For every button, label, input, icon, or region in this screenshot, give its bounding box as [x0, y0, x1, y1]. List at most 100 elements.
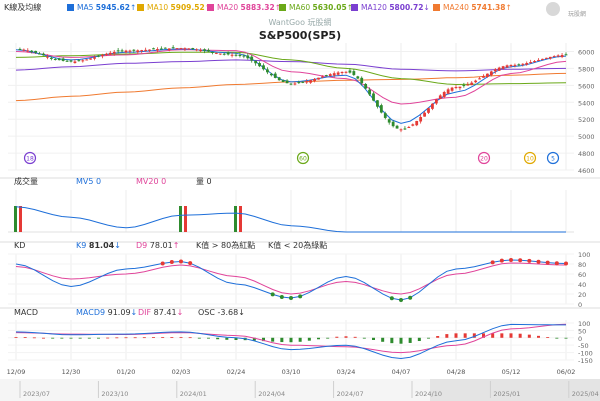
osc-bar	[216, 337, 220, 340]
date-tick-7: 04/07	[392, 368, 411, 376]
macd-header: MACD MACD9 91.09↓ DIF 87.41↓ OSC -3.68↓	[14, 308, 245, 317]
candle-body	[489, 71, 493, 76]
osc-bar	[298, 337, 302, 342]
candle-body	[116, 50, 120, 52]
event-badge-18	[23, 151, 37, 165]
macd-tick-4: -100	[578, 350, 593, 358]
candle-body	[399, 129, 403, 131]
osc-bar	[289, 337, 293, 343]
svg-text:MV5 0: MV5 0	[76, 177, 101, 186]
kd-red-dot	[527, 258, 532, 263]
candle-body	[254, 60, 258, 64]
date-tick-1: 12/30	[62, 368, 81, 376]
osc-bar	[362, 337, 366, 339]
volume-header: 成交量 MV5 0 MV20 0 量 0	[14, 176, 212, 186]
osc-bar	[408, 337, 412, 343]
watermark: WantGoo 玩股網	[268, 17, 331, 27]
event-badge-60	[296, 151, 310, 165]
k-arrow: ↓	[114, 241, 121, 250]
osc-bar	[307, 337, 311, 341]
osc-bar	[537, 335, 540, 338]
candle-body	[482, 76, 485, 78]
wantgoo-logo: 玩股網	[546, 2, 586, 18]
osc-bar	[472, 333, 476, 338]
candle-body	[250, 56, 254, 61]
kd-green-dot	[389, 296, 394, 301]
osc-bar	[51, 337, 55, 339]
event-badge-label-60: 60	[299, 156, 307, 163]
candle-body	[321, 76, 324, 78]
candle-body	[132, 49, 136, 51]
candle-body	[466, 84, 470, 86]
date-tick-2: 01/20	[117, 368, 136, 376]
vol-value: 0	[207, 177, 212, 186]
candle-body	[486, 73, 489, 77]
candle-body	[211, 51, 214, 53]
candle-body	[344, 71, 348, 73]
candle-body	[387, 119, 391, 123]
candle-body	[81, 60, 85, 62]
timeline-label-7: 2025/04	[572, 390, 599, 398]
candle-body	[175, 48, 179, 50]
kd-red-dot	[564, 261, 568, 266]
candle-body	[167, 48, 171, 50]
candle-body	[69, 60, 73, 62]
osc-bar	[390, 337, 394, 344]
ma120-line	[15, 59, 567, 72]
candle-body	[305, 81, 309, 83]
candle-body	[108, 52, 112, 55]
macd-title: MACD	[14, 308, 38, 317]
osc-arrow: ↓	[238, 308, 245, 317]
timeline-label-6: 2025/01	[493, 390, 520, 398]
osc-bar	[326, 337, 330, 339]
candle-body	[140, 50, 144, 52]
candle-body	[42, 53, 45, 56]
osc-bar	[317, 337, 320, 340]
candle-body	[61, 58, 65, 61]
candle-body	[195, 49, 199, 51]
candle-body	[521, 63, 525, 65]
d-arrow: ↑	[173, 241, 180, 250]
macd-tick-0: 100	[578, 320, 590, 328]
candle-body	[313, 78, 316, 82]
candle-body	[104, 53, 108, 56]
timeline-navigator[interactable]: 2023/07 2023/10 2024/01 2024/04 2024/07 2024/…	[0, 379, 600, 401]
date-tick-6: 03/24	[337, 368, 356, 376]
volume-title: 成交量	[14, 176, 38, 186]
osc-bar	[271, 337, 275, 342]
candle-body	[376, 100, 379, 107]
osc-bar	[152, 337, 155, 338]
svg-text:D9 78.01↑: D9 78.01↑	[136, 241, 179, 250]
kd-tick-3: 40	[578, 281, 586, 289]
candle-body	[34, 50, 38, 53]
osc-bar	[417, 337, 421, 342]
mv20-value: 0	[161, 177, 166, 186]
volume-bar	[14, 206, 17, 232]
event-badge-label-18: 18	[26, 156, 34, 163]
osc-bar	[344, 336, 348, 338]
ma-legend-ma60: MA60 5630.05↑	[289, 3, 353, 12]
candle-body	[533, 61, 536, 63]
osc-bar	[142, 337, 146, 339]
candle-body	[226, 52, 230, 55]
macd-tick-2: 0	[578, 335, 582, 343]
ma-legend-ma10: MA10 5909.52↑	[147, 3, 211, 12]
osc-bar	[197, 337, 201, 339]
event-badge-10	[523, 151, 537, 165]
ma-legend-swatch-ma240	[433, 4, 440, 11]
event-badge-20	[477, 151, 491, 165]
osc-bar	[179, 337, 183, 338]
candle-body	[360, 77, 364, 84]
candle-body	[454, 87, 458, 89]
candle-body	[541, 58, 544, 60]
macd-tick-1: 50	[578, 327, 586, 335]
date-tick-9: 05/12	[502, 368, 521, 376]
ma-legend-swatch-ma20	[207, 4, 214, 11]
osc-bar	[518, 333, 522, 338]
candle-body	[214, 52, 218, 54]
candle-body	[403, 128, 407, 130]
candle-body	[544, 57, 548, 59]
kd-red-dot	[509, 258, 513, 262]
candle-body	[364, 83, 368, 89]
